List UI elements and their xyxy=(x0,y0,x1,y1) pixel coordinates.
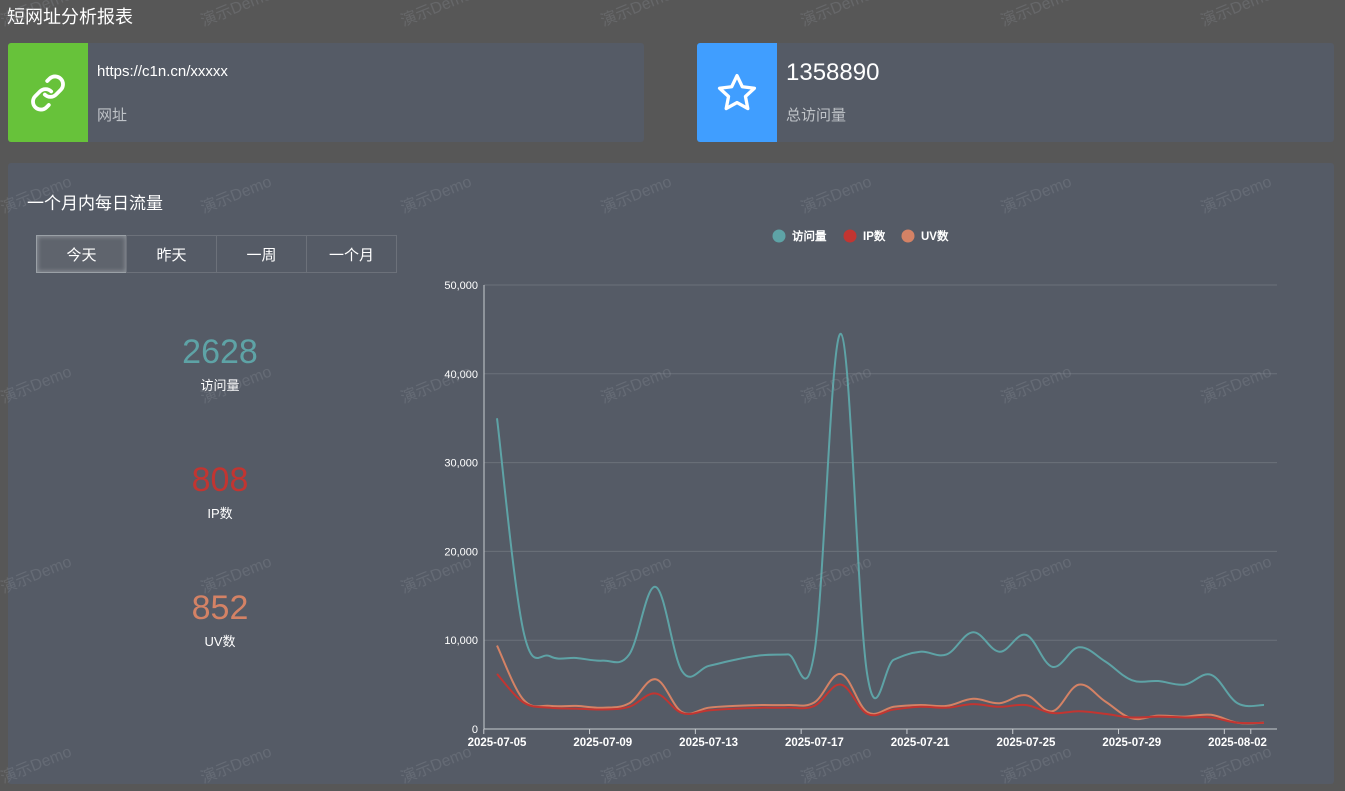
url-value[interactable]: https://c1n.cn/xxxxx xyxy=(97,63,228,80)
legend-marker xyxy=(901,229,915,243)
x-tick-label: 2025-07-29 xyxy=(1102,737,1161,749)
watermark-text: 演示Demo xyxy=(598,0,675,31)
y-tick-label: 10,000 xyxy=(444,635,478,647)
watermark-text: 演示Demo xyxy=(798,0,875,31)
stat-visits-label: 访问量 xyxy=(200,378,240,393)
legend-marker xyxy=(843,229,857,243)
stat-uv: 852 UV数 xyxy=(120,589,320,650)
stat-visits-value: 2628 xyxy=(182,333,258,371)
watermark-text: 演示Demo xyxy=(1198,0,1275,31)
period-tabs: 今天 昨天 一周 一个月 xyxy=(36,235,397,273)
x-tick-label: 2025-07-05 xyxy=(468,737,527,749)
series-line-0 xyxy=(496,332,1265,708)
stat-visits: 2628 访问量 xyxy=(120,333,320,394)
panel-title: 一个月内每日流量 xyxy=(27,194,163,213)
link-icon xyxy=(31,74,65,111)
series-line-2 xyxy=(496,645,1265,725)
star-icon xyxy=(717,73,757,110)
legend-label: IP数 xyxy=(863,229,886,243)
url-label: 网址 xyxy=(97,107,128,124)
stat-uv-value: 852 xyxy=(191,589,249,627)
watermark-text: 演示Demo xyxy=(398,0,475,31)
stat-uv-label: UV数 xyxy=(204,634,236,649)
legend-label: UV数 xyxy=(921,229,949,243)
y-tick-label: 40,000 xyxy=(444,369,478,381)
watermark-text: 演示Demo xyxy=(998,0,1075,31)
y-tick-label: 20,000 xyxy=(444,546,478,558)
legend-label: 访问量 xyxy=(792,229,827,243)
total-visits-label: 总访问量 xyxy=(786,107,847,124)
tab-week[interactable]: 一周 xyxy=(216,235,307,273)
watermark-text: 演示Demo xyxy=(198,0,275,31)
y-tick-label: 50,000 xyxy=(444,280,478,292)
url-card: https://c1n.cn/xxxxx 网址 xyxy=(8,43,644,142)
total-visits-value: 1358890 xyxy=(786,59,880,86)
total-visits-card: 1358890 总访问量 xyxy=(697,43,1334,142)
series-line-1 xyxy=(496,673,1265,725)
legend-marker xyxy=(772,229,786,243)
x-tick-label: 2025-07-17 xyxy=(785,737,844,749)
total-icon-box xyxy=(697,43,777,142)
stat-ip-value: 808 xyxy=(191,461,249,499)
traffic-line-chart: 0 10,000 20,000 30,000 40,000 50,000 2025-07-0… xyxy=(444,229,1277,749)
x-tick-label: 2025-08-02 xyxy=(1208,737,1267,749)
tab-month[interactable]: 一个月 xyxy=(306,235,397,273)
y-tick-label: 30,000 xyxy=(444,458,478,470)
x-tick-label: 2025-07-09 xyxy=(573,737,632,749)
x-tick-label: 2025-07-13 xyxy=(679,737,738,749)
traffic-panel: 一个月内每日流量 今天 昨天 一周 一个月 2628 访问量 808 IP数 8… xyxy=(8,163,1334,784)
y-tick-label: 0 xyxy=(472,724,478,736)
url-icon-box xyxy=(8,43,88,142)
stat-ip-label: IP数 xyxy=(207,506,233,521)
page-title: 短网址分析报表 xyxy=(7,7,133,27)
stat-ip: 808 IP数 xyxy=(120,461,320,522)
x-tick-label: 2025-07-25 xyxy=(997,737,1056,749)
x-tick-label: 2025-07-21 xyxy=(891,737,950,749)
